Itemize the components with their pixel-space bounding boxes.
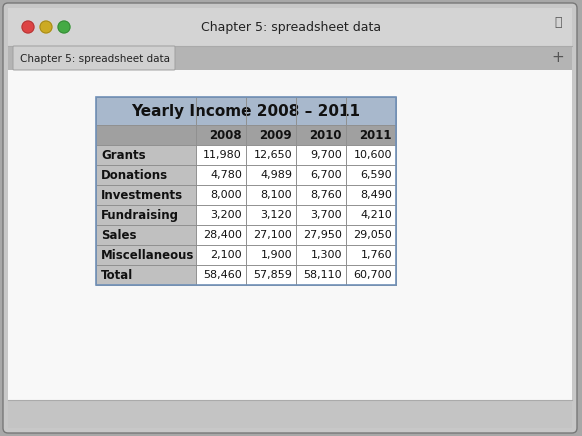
Bar [246, 265, 296, 285]
Bar [246, 225, 296, 245]
Bar [96, 145, 196, 165]
Bar [8, 70, 572, 422]
Text: Sales: Sales [101, 228, 137, 242]
Text: 2008: 2008 [210, 129, 242, 142]
Bar [296, 165, 346, 185]
Bar [96, 205, 196, 225]
Bar [196, 225, 246, 245]
FancyBboxPatch shape [3, 3, 577, 433]
Bar [196, 185, 246, 205]
Text: 3,200: 3,200 [210, 210, 242, 220]
Bar [246, 205, 296, 225]
Text: 58,110: 58,110 [303, 270, 342, 280]
Text: 11,980: 11,980 [203, 150, 242, 160]
Text: Total: Total [101, 269, 133, 282]
Text: Donations: Donations [101, 168, 168, 181]
Bar [246, 165, 296, 185]
Text: 1,900: 1,900 [260, 250, 292, 260]
Text: 8,490: 8,490 [360, 190, 392, 200]
Bar [96, 125, 396, 145]
Bar [96, 165, 196, 185]
Text: 6,700: 6,700 [310, 170, 342, 180]
Bar [8, 400, 572, 428]
Bar [96, 225, 196, 245]
Bar [246, 245, 296, 265]
Circle shape [58, 21, 70, 33]
Text: +: + [552, 51, 565, 65]
Text: 2009: 2009 [260, 129, 292, 142]
Text: 58,460: 58,460 [203, 270, 242, 280]
Bar [346, 145, 396, 165]
Text: Chapter 5: spreadsheet data: Chapter 5: spreadsheet data [201, 20, 381, 34]
Text: 2010: 2010 [310, 129, 342, 142]
Bar [296, 205, 346, 225]
Text: 4,989: 4,989 [260, 170, 292, 180]
Circle shape [22, 21, 34, 33]
Bar [246, 185, 296, 205]
Bar [296, 265, 346, 285]
Text: 9,700: 9,700 [310, 150, 342, 160]
Bar [246, 145, 296, 165]
Bar [96, 245, 196, 265]
Text: 60,700: 60,700 [353, 270, 392, 280]
Text: 10,600: 10,600 [353, 150, 392, 160]
Text: Fundraising: Fundraising [101, 208, 179, 221]
Text: 28,400: 28,400 [203, 230, 242, 240]
Bar [296, 245, 346, 265]
Bar [96, 97, 396, 125]
Text: Chapter 5: spreadsheet data: Chapter 5: spreadsheet data [20, 54, 170, 64]
Text: Yearly Income 2008 – 2011: Yearly Income 2008 – 2011 [132, 103, 360, 119]
Bar [8, 8, 572, 46]
Text: 2011: 2011 [360, 129, 392, 142]
FancyBboxPatch shape [13, 46, 175, 70]
Bar [296, 185, 346, 205]
Bar [196, 145, 246, 165]
Text: 4,210: 4,210 [360, 210, 392, 220]
Text: 29,050: 29,050 [353, 230, 392, 240]
Text: ⤢: ⤢ [554, 16, 562, 28]
Bar [96, 185, 196, 205]
Text: 3,120: 3,120 [260, 210, 292, 220]
Bar [8, 46, 572, 70]
Text: 27,950: 27,950 [303, 230, 342, 240]
Text: 8,000: 8,000 [210, 190, 242, 200]
Text: 4,780: 4,780 [210, 170, 242, 180]
Text: Investments: Investments [101, 188, 183, 201]
Text: 57,859: 57,859 [253, 270, 292, 280]
Text: 1,300: 1,300 [311, 250, 342, 260]
Text: 2,100: 2,100 [210, 250, 242, 260]
Bar [346, 205, 396, 225]
Bar [346, 245, 396, 265]
Bar [196, 205, 246, 225]
Text: 27,100: 27,100 [253, 230, 292, 240]
Text: 6,590: 6,590 [360, 170, 392, 180]
Bar [196, 165, 246, 185]
Bar [296, 225, 346, 245]
Bar [296, 145, 346, 165]
Bar [196, 245, 246, 265]
Bar [346, 165, 396, 185]
Bar [96, 265, 196, 285]
Circle shape [40, 21, 52, 33]
Text: 12,650: 12,650 [253, 150, 292, 160]
Text: 3,700: 3,700 [310, 210, 342, 220]
Text: 8,760: 8,760 [310, 190, 342, 200]
Text: Miscellaneous: Miscellaneous [101, 249, 194, 262]
Bar [346, 265, 396, 285]
Bar [346, 185, 396, 205]
Text: 1,760: 1,760 [360, 250, 392, 260]
Text: Grants: Grants [101, 149, 146, 161]
Text: 8,100: 8,100 [260, 190, 292, 200]
Bar [346, 225, 396, 245]
Bar [96, 97, 396, 285]
Bar [196, 265, 246, 285]
